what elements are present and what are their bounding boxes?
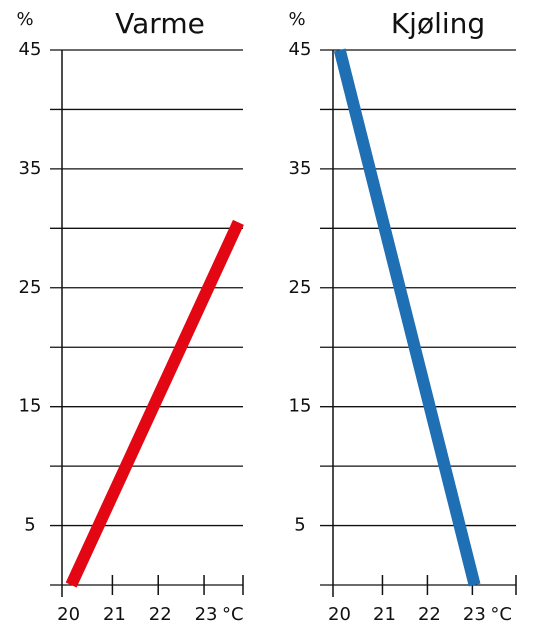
- y-tick-label: 25: [19, 277, 42, 298]
- y-tick-label: 5: [24, 515, 35, 536]
- x-tick-label: 22: [418, 604, 441, 625]
- x-unit-label: °C: [222, 604, 244, 625]
- x-tick-label: 20: [57, 604, 80, 625]
- data-line: [65, 219, 244, 588]
- chart-title: Kjøling: [391, 7, 485, 40]
- y-tick-label: 15: [289, 396, 312, 417]
- y-axis-label: %: [288, 9, 305, 30]
- data-line: [333, 48, 481, 587]
- y-tick-label: 5: [294, 515, 305, 536]
- y-tick-label: 25: [289, 277, 312, 298]
- x-unit-label: °C: [490, 604, 512, 625]
- x-tick-label: 22: [149, 604, 172, 625]
- y-tick-label: 35: [289, 158, 312, 179]
- x-tick-label: 21: [103, 604, 126, 625]
- x-tick-label: 20: [328, 604, 351, 625]
- y-tick-label: 35: [19, 158, 42, 179]
- x-tick-label: 23: [463, 604, 486, 625]
- y-tick-label: 45: [19, 39, 42, 60]
- y-tick-label: 15: [19, 396, 42, 417]
- x-tick-label: 21: [373, 604, 396, 625]
- y-tick-label: 45: [289, 39, 312, 60]
- chart-title: Varme: [115, 7, 205, 40]
- x-tick-label: 23: [195, 604, 218, 625]
- y-axis-label: %: [16, 9, 33, 30]
